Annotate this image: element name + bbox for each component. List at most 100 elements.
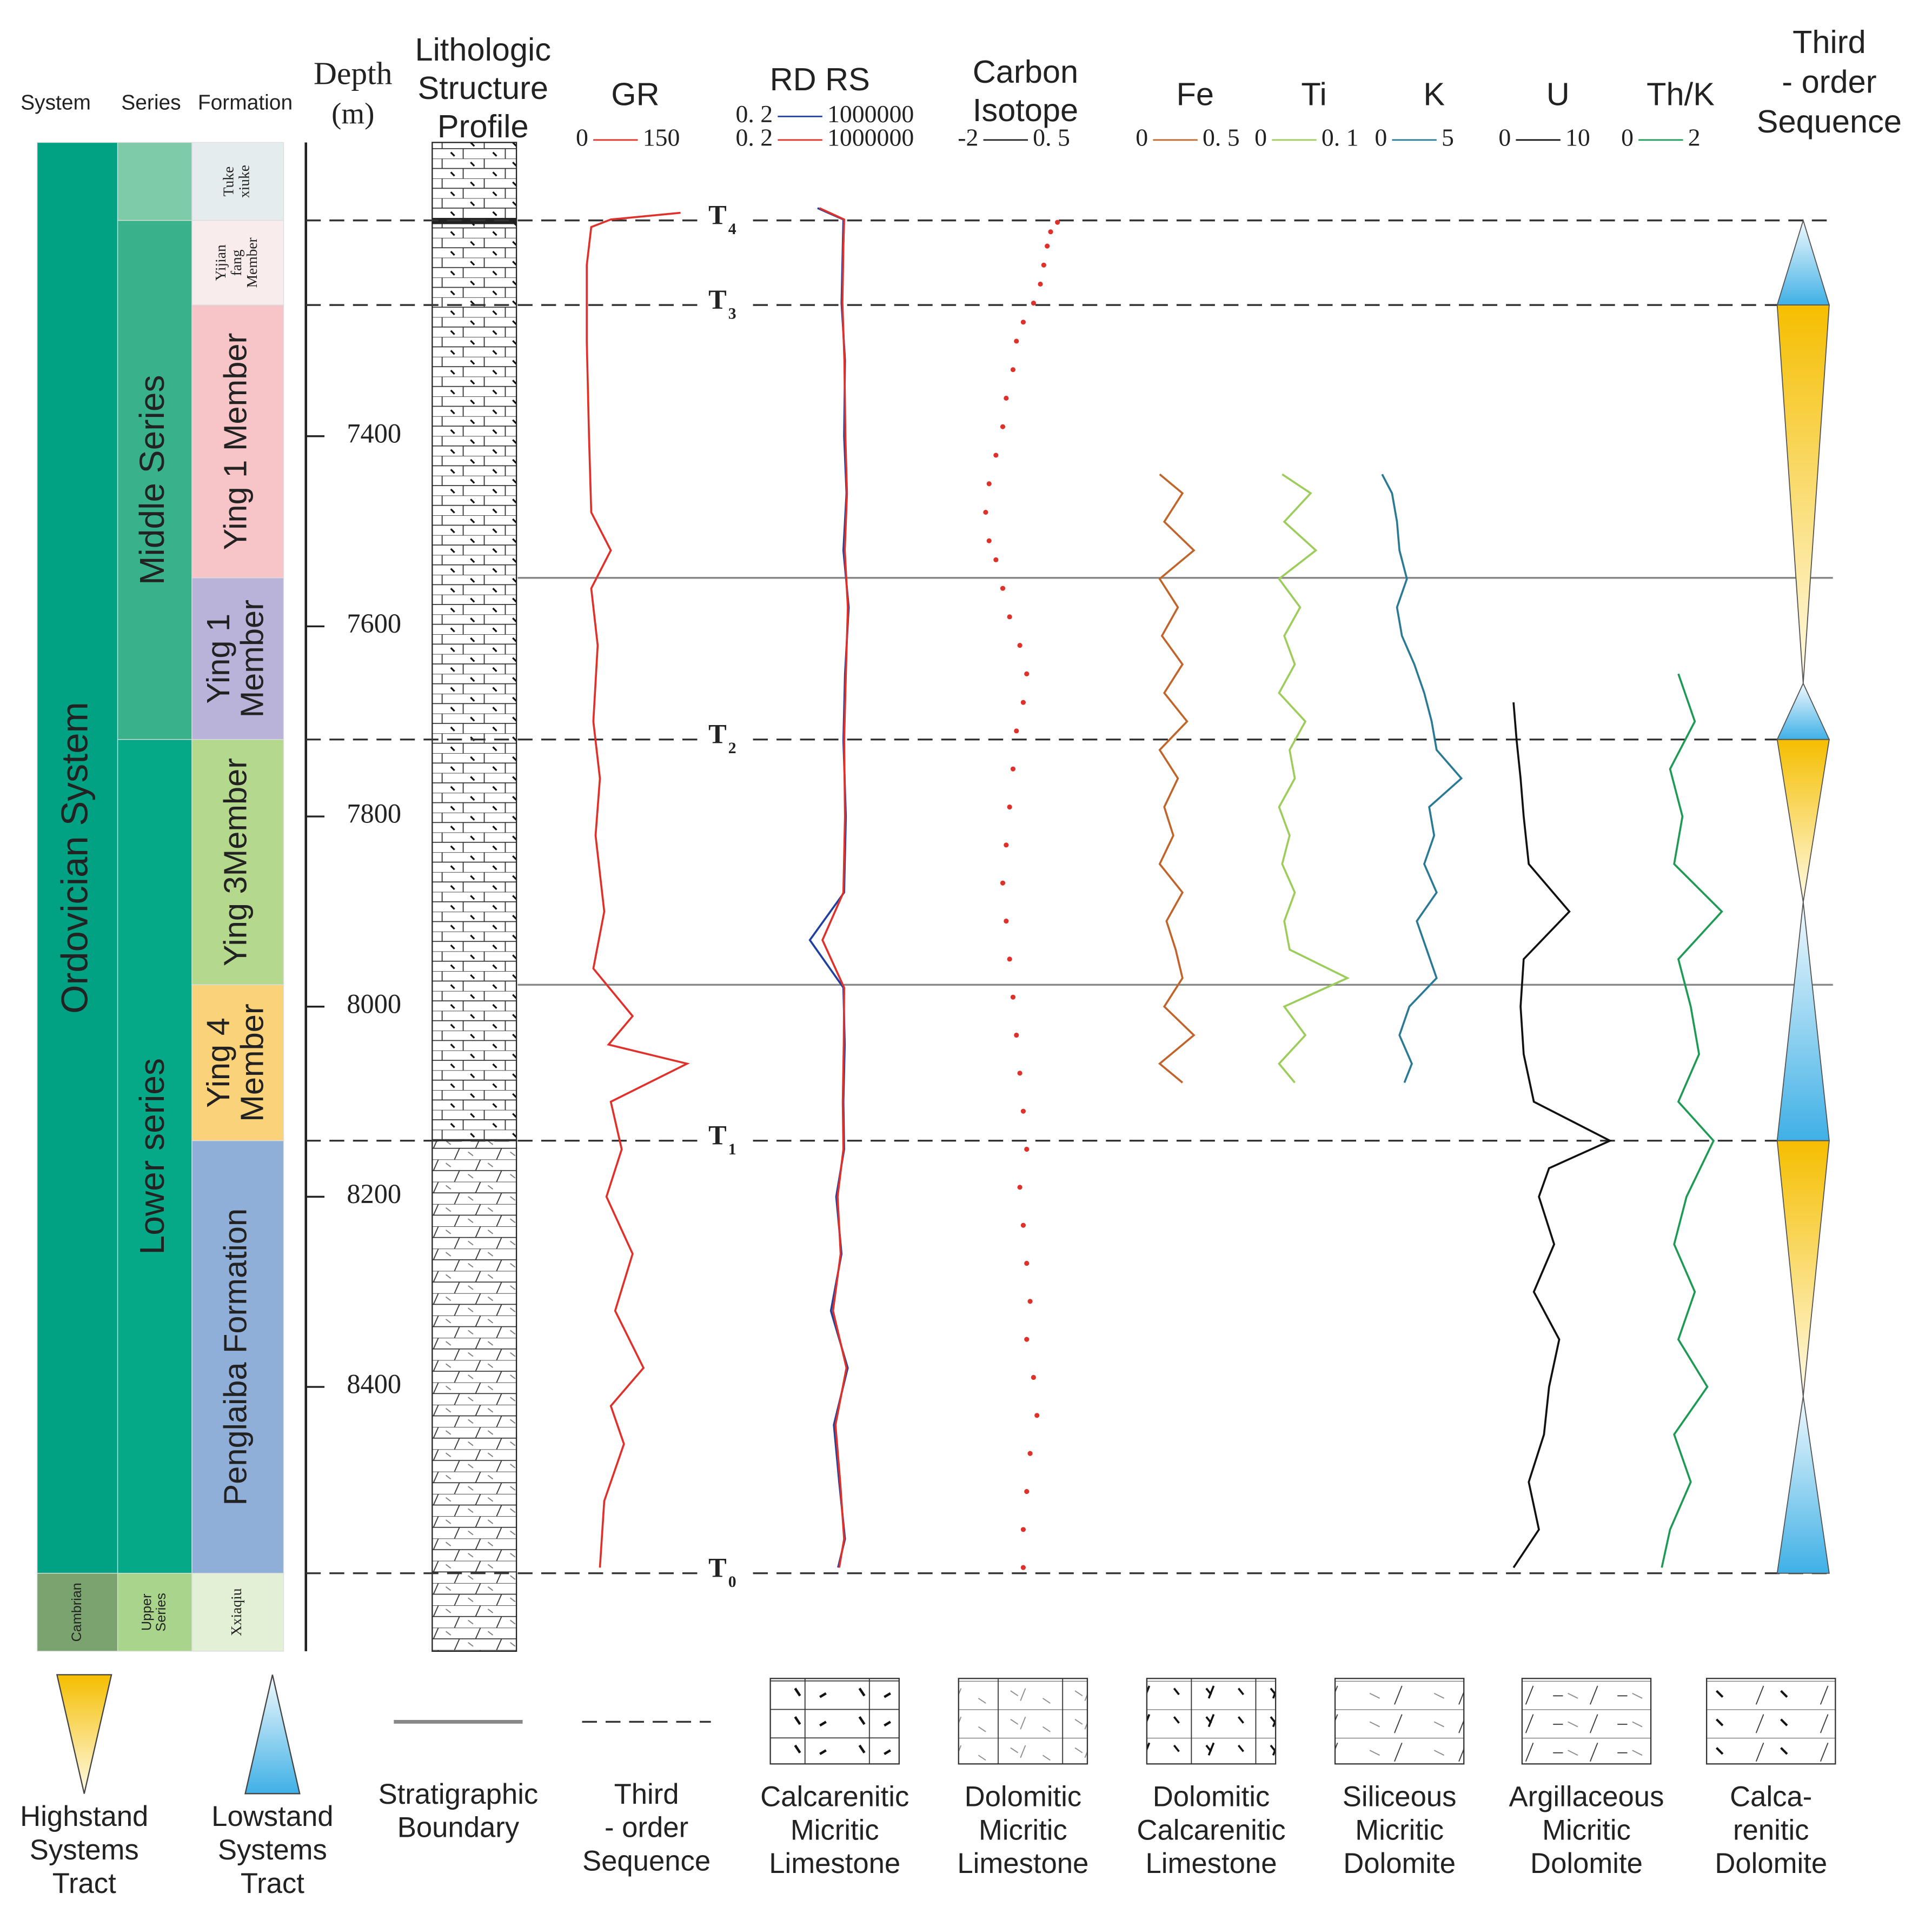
legend-label: Systems: [30, 1834, 139, 1866]
isotope-point: [1014, 1032, 1019, 1038]
isotope-point: [1038, 281, 1043, 287]
legend-label: Tract: [52, 1868, 116, 1899]
formations-label: Member: [244, 237, 260, 288]
scale-min: -2: [958, 123, 978, 151]
log-curve: [1277, 473, 1350, 1084]
legend-label: Tract: [241, 1868, 304, 1899]
depth-tick-label: 8000: [347, 988, 401, 1019]
isotope-point: [1010, 766, 1016, 772]
depth-header: Depth: [314, 56, 393, 91]
legend-label: Lowstand: [211, 1801, 333, 1832]
lowstand-tract: [1776, 902, 1830, 1141]
legend-label: Calca-: [1730, 1781, 1812, 1812]
isotope-point: [1024, 1260, 1030, 1266]
isotope-point: [1027, 1451, 1033, 1456]
label-bg: [703, 1556, 746, 1591]
isotope-point: [1007, 956, 1012, 962]
boundary-sub: 0: [728, 1573, 736, 1591]
legend-label: Calcarenitic: [1137, 1814, 1285, 1846]
boundary-sub: 2: [728, 739, 736, 757]
highstand-tract: [1776, 304, 1830, 683]
legend-pattern: [769, 1678, 900, 1765]
formations-label: Ying 1: [200, 614, 236, 704]
isotope-point: [1024, 1337, 1030, 1342]
track-title: K: [1423, 76, 1445, 112]
isotope-point: [1024, 1489, 1030, 1494]
depth-tick-label: 7400: [347, 418, 401, 448]
track-title: U: [1546, 76, 1570, 112]
formations-cell: [191, 739, 284, 985]
legend-label: Highstand: [20, 1801, 148, 1832]
legend-label: Argillaceous: [1509, 1781, 1664, 1812]
track-title: GR: [611, 76, 659, 112]
legend-lowstand: [244, 1675, 301, 1795]
legend-label: renitic: [1733, 1814, 1809, 1846]
isotope-point: [1004, 918, 1009, 924]
scale-max: 2: [1688, 123, 1701, 151]
legend-label: - order: [605, 1812, 688, 1844]
isotope-point: [1031, 1374, 1036, 1380]
sequence-header: - order: [1782, 64, 1876, 100]
series-cell: [117, 739, 192, 1574]
scale-max: 150: [643, 123, 680, 151]
boundary-label: T: [708, 1120, 727, 1151]
depth-tick-label: 7800: [347, 799, 401, 829]
lithology-header: Lithologic: [415, 31, 551, 68]
log-curve: [1661, 673, 1723, 1568]
lithology-dolomite: [431, 1140, 517, 1652]
formation-header: Formation: [198, 91, 293, 115]
isotope-point: [986, 481, 992, 487]
isotope-point: [1020, 1565, 1026, 1570]
track-title: Carbon: [973, 54, 1078, 90]
isotope-point: [1000, 586, 1006, 591]
isotope-point: [1017, 1185, 1023, 1190]
legend-pattern: [1146, 1678, 1277, 1765]
track-title: RD RS: [770, 61, 870, 97]
depth-tick-label: 8200: [347, 1179, 401, 1209]
scale-min: 0: [1136, 123, 1148, 151]
log-curve: [819, 207, 849, 1568]
formations-cell: [191, 1140, 284, 1574]
formations-label: Ying 1 Member: [217, 333, 253, 550]
isotope-point: [993, 453, 999, 458]
scale-min: 0: [1621, 123, 1634, 151]
isotope-point: [1020, 1108, 1026, 1114]
log-curve: [1158, 473, 1196, 1084]
lowstand-tract: [1776, 1396, 1830, 1574]
series-cell: [117, 1572, 192, 1652]
isotope-point: [1020, 1527, 1026, 1532]
formations-label: Member: [234, 1004, 270, 1121]
isotope-point: [1007, 804, 1012, 810]
isotope-point: [1004, 842, 1009, 848]
boundary-label: T: [708, 284, 727, 315]
highstand-tract: [1776, 739, 1830, 902]
formations-label: Member: [234, 600, 270, 717]
isotope-point: [1024, 1146, 1030, 1152]
isotope-point: [1034, 1413, 1040, 1418]
isotope-point: [1031, 301, 1036, 306]
log-curve: [1512, 702, 1612, 1569]
lowstand-tract: [1776, 682, 1830, 740]
legend-label: Third: [614, 1778, 679, 1810]
lowstand-tract: [1776, 218, 1830, 306]
depth-tick-label: 7600: [347, 608, 401, 639]
isotope-point: [1020, 1223, 1026, 1228]
scale-max: 5: [1442, 123, 1454, 151]
isotope-point: [1000, 880, 1006, 886]
formations-label: Xxiaqiu: [228, 1588, 244, 1636]
legend-label: Micritic: [979, 1814, 1067, 1846]
isotope-point: [1017, 1071, 1023, 1076]
formations-cell: [191, 142, 284, 221]
isotope-point: [1004, 395, 1009, 401]
legend-label: Micritic: [1355, 1814, 1444, 1846]
legend-label: Dolomite: [1530, 1848, 1643, 1879]
formations-label: xiuke: [236, 165, 252, 198]
scale-max: 10: [1565, 123, 1590, 151]
isotope-point: [1014, 338, 1019, 344]
formations-label: Tuke: [221, 167, 237, 196]
isotope-point: [1024, 671, 1030, 676]
systems-label: Ordovician System: [54, 702, 95, 1014]
scale-min: 0. 2: [736, 123, 773, 151]
scale-min: 0: [1375, 123, 1387, 151]
